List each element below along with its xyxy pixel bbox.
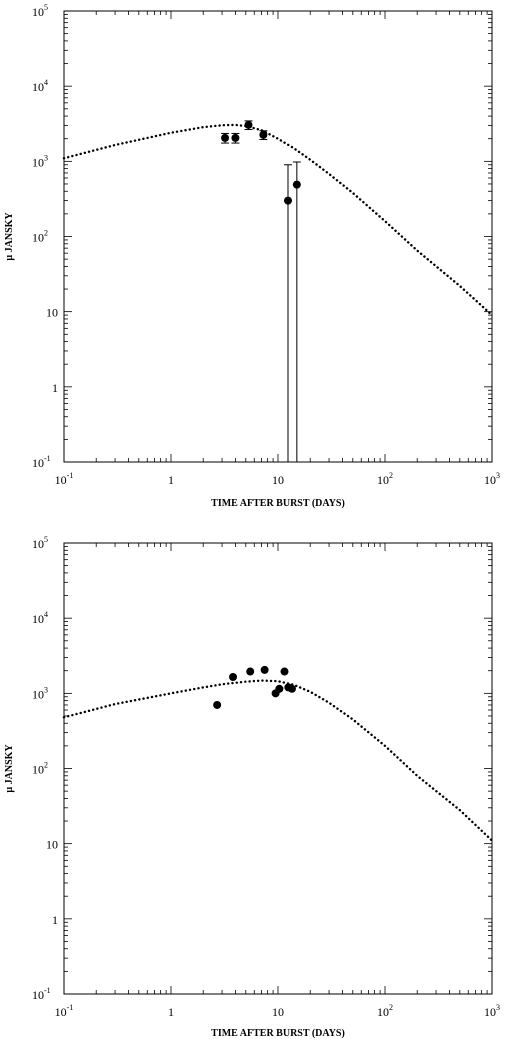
plot-frame: [63, 542, 493, 995]
tick-base: 1: [52, 381, 58, 395]
tick-base: 10: [32, 456, 44, 470]
tick-marks: [63, 543, 492, 995]
tick-base: 10: [484, 473, 496, 487]
y-tick-label: 103: [32, 153, 48, 169]
tick-base: 10: [484, 1005, 496, 1019]
x-tick-label: 10: [272, 473, 284, 487]
tick-exponent: 5: [44, 3, 48, 12]
tick-exponent: 3: [44, 685, 48, 694]
tick-exponent: 2: [44, 761, 48, 770]
tick-exponent: 5: [44, 535, 48, 544]
model-curve: [62, 679, 494, 842]
tick-exponent: 3: [496, 471, 500, 480]
data-point: [213, 700, 222, 709]
plot-frame: [63, 10, 493, 463]
data-point: [231, 133, 240, 142]
tick-exponent: 3: [44, 153, 48, 162]
tick-base: 1: [168, 1005, 174, 1019]
tick-exponent: -1: [44, 454, 51, 463]
tick-base: 10: [32, 231, 44, 245]
y-tick-label: 105: [32, 3, 48, 19]
y-tick-label: 104: [32, 610, 48, 626]
tick-base: 10: [32, 5, 44, 19]
tick-base: 10: [377, 1005, 389, 1019]
tick-base: 10: [377, 473, 389, 487]
y-tick-label: 10-1: [32, 454, 51, 470]
y-tick-label: 105: [32, 535, 48, 551]
tick-exponent: 2: [389, 1003, 393, 1012]
data-point: [275, 684, 284, 693]
y-axis-label: µ JANSKY: [4, 744, 15, 793]
tick-base: 10: [55, 473, 67, 487]
tick-base: 10: [32, 537, 44, 551]
tick-base: 10: [32, 687, 44, 701]
tick-exponent: 2: [389, 471, 393, 480]
x-tick-label: 1: [168, 1005, 174, 1019]
y-tick-label: 103: [32, 685, 48, 701]
tick-base: 1: [52, 913, 58, 927]
data-point: [246, 667, 255, 676]
tick-exponent: 2: [44, 229, 48, 238]
y-tick-label: 1: [52, 381, 58, 395]
tick-base: 10: [32, 155, 44, 169]
data-point: [229, 672, 238, 681]
data-point: [292, 180, 301, 189]
x-axis-label: TIME AFTER BURST (DAYS): [211, 498, 345, 509]
data-point: [287, 684, 296, 693]
x-tick-label: 10-1: [55, 1003, 74, 1019]
tick-base: 10: [32, 988, 44, 1002]
data-point: [260, 665, 269, 674]
tick-exponent: 3: [496, 1003, 500, 1012]
y-tick-label: 10-1: [32, 986, 51, 1002]
y-tick-label: 102: [32, 229, 48, 245]
tick-base: 10: [272, 473, 284, 487]
data-point: [221, 133, 230, 142]
tick-base: 1: [168, 473, 174, 487]
tick-base: 10: [46, 306, 58, 320]
model-curve: [62, 123, 494, 317]
tick-exponent: -1: [67, 471, 74, 480]
tick-base: 10: [46, 838, 58, 852]
y-axis-label: µ JANSKY: [4, 212, 15, 261]
tick-base: 10: [32, 763, 44, 777]
tick-base: 10: [55, 1005, 67, 1019]
tick-exponent: -1: [67, 1003, 74, 1012]
x-tick-label: 102: [377, 1003, 393, 1019]
x-tick-label: 1: [168, 473, 174, 487]
data-point: [280, 667, 289, 676]
y-tick-label: 102: [32, 761, 48, 777]
tick-exponent: 4: [44, 78, 48, 87]
x-tick-label: 103: [484, 471, 500, 487]
tick-exponent: 4: [44, 610, 48, 619]
x-tick-label: 10-1: [55, 471, 74, 487]
tick-base: 10: [272, 1005, 284, 1019]
tick-base: 10: [32, 612, 44, 626]
tick-base: 10: [32, 80, 44, 94]
tick-exponent: -1: [44, 986, 51, 995]
data-point: [283, 196, 292, 205]
x-tick-label: 10: [272, 1005, 284, 1019]
x-axis-label: TIME AFTER BURST (DAYS): [211, 1028, 345, 1039]
x-tick-label: 102: [377, 471, 393, 487]
x-tick-label: 103: [484, 1003, 500, 1019]
y-tick-label: 10: [46, 838, 58, 852]
tick-marks: [63, 11, 492, 463]
y-tick-label: 10: [46, 306, 58, 320]
y-tick-label: 104: [32, 78, 48, 94]
y-tick-label: 1: [52, 913, 58, 927]
